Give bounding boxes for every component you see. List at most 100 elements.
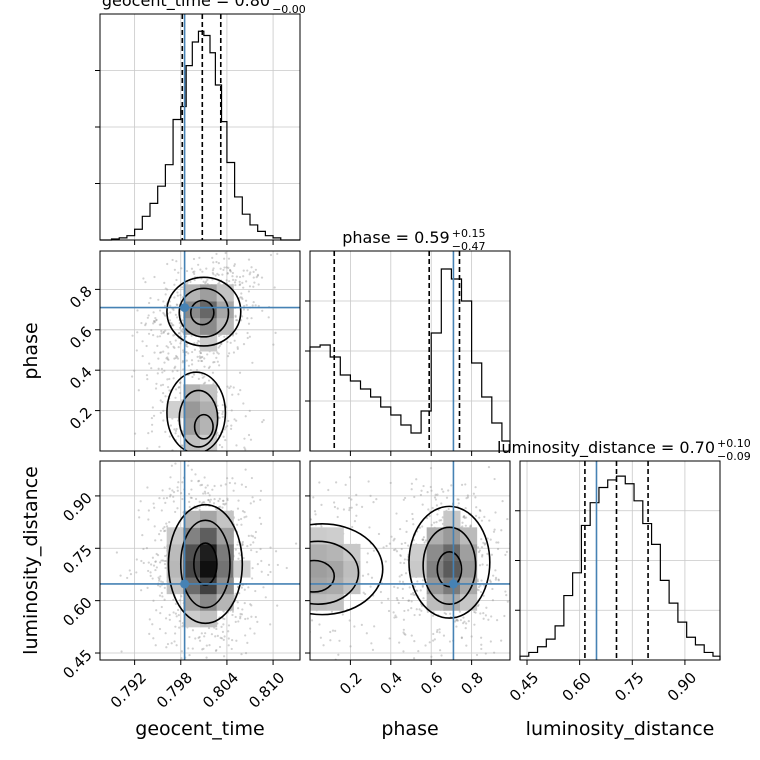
axis-label-x-luminosity_distance: luminosity_distance <box>526 718 715 740</box>
pair-geocent_time-luminosity_distance-scatter-point <box>269 570 272 574</box>
pair-geocent_time-phase-scatter-point <box>225 279 228 282</box>
pair-phase-luminosity_distance-scatter-point <box>434 498 438 501</box>
pair-geocent_time-phase-scatter-point <box>160 332 163 335</box>
pair-phase-luminosity_distance-scatter-point <box>494 569 497 572</box>
pair-phase-luminosity_distance-scatter-point <box>494 578 497 581</box>
pair-phase-luminosity_distance-scatter-point <box>484 542 487 545</box>
pair-geocent_time-luminosity_distance-scatter-point <box>168 521 171 524</box>
pair-geocent_time-phase-scatter-point <box>241 315 244 318</box>
pair-phase-luminosity_distance-density-cell <box>426 527 444 545</box>
pair-geocent_time-luminosity_distance-scatter-point <box>181 481 184 484</box>
pair-phase-luminosity_distance-scatter-point <box>302 604 304 606</box>
pair-phase-luminosity_distance-scatter-point <box>398 580 401 583</box>
pair-geocent_time-phase-scatter-point <box>242 454 244 456</box>
pair-phase-luminosity_distance-scatter-point <box>390 535 393 538</box>
pair-geocent_time-phase-scatter-point <box>153 320 156 323</box>
pair-phase-luminosity_distance-scatter-point <box>279 565 281 567</box>
pair-phase-luminosity_distance-scatter-point <box>380 601 383 604</box>
pair-phase-luminosity_distance-scatter-point <box>347 496 351 500</box>
pair-geocent_time-phase-scatter-point <box>185 269 189 273</box>
pair-phase-luminosity_distance-scatter-point <box>294 643 296 645</box>
pair-phase-luminosity_distance-scatter-point <box>497 541 500 544</box>
pair-phase-luminosity_distance-scatter-point <box>400 542 403 545</box>
pair-geocent_time-phase-scatter-point <box>237 243 239 245</box>
pair-geocent_time-luminosity_distance-scatter-point <box>158 532 161 536</box>
pair-geocent_time-phase-scatter-point <box>206 353 209 356</box>
pair-geocent_time-luminosity_distance-scatter-point <box>190 468 193 471</box>
pair-phase-luminosity_distance-scatter-point <box>401 587 404 590</box>
pair-phase-luminosity_distance-scatter-point <box>510 564 512 566</box>
pair-phase-luminosity_distance-scatter-point <box>284 515 286 517</box>
pair-phase-luminosity_distance-density-cell <box>310 560 328 578</box>
pair-geocent_time-phase-scatter-point <box>257 283 260 286</box>
pair-geocent_time-luminosity_distance-scatter-point <box>139 500 142 503</box>
pair-geocent_time-luminosity_distance-scatter-point <box>205 656 208 659</box>
pair-phase-luminosity_distance-scatter-point <box>462 662 464 664</box>
pair-geocent_time-luminosity_distance-scatter-point <box>250 549 253 552</box>
pair-phase-luminosity_distance-scatter-point <box>491 587 494 591</box>
pair-phase-luminosity_distance-scatter-point <box>348 506 351 510</box>
pair-geocent_time-luminosity_distance-scatter-point <box>267 563 271 566</box>
pair-geocent_time-phase-scatter-point <box>233 484 235 486</box>
tick-label-phase-y-3: 0.8 <box>66 282 96 312</box>
pair-phase-luminosity_distance-scatter-point <box>388 637 391 640</box>
pair-geocent_time-phase-contour-5 <box>166 371 227 451</box>
pair-phase-luminosity_distance-scatter-point <box>306 569 308 571</box>
pair-phase-luminosity_distance-scatter-point <box>294 566 296 568</box>
pair-geocent_time-phase-scatter-point <box>147 332 151 335</box>
pair-geocent_time-luminosity_distance-scatter-point <box>234 615 237 619</box>
pair-geocent_time-luminosity_distance-scatter-point <box>159 667 161 669</box>
pair-geocent_time-phase-scatter-point <box>222 268 225 272</box>
pair-phase-luminosity_distance-scatter-point <box>483 543 486 546</box>
pair-phase-luminosity_distance-scatter-point <box>408 586 411 589</box>
pair-phase-luminosity_distance-scatter-point <box>463 516 466 520</box>
pair-phase-luminosity_distance-density-cell <box>326 593 344 611</box>
pair-phase-luminosity_distance-density-cell <box>310 543 328 561</box>
pair-phase-luminosity_distance-scatter-point <box>479 509 482 513</box>
pair-geocent_time-luminosity_distance-scatter-point <box>240 653 243 656</box>
pair-phase-luminosity_distance-scatter-point <box>484 652 487 655</box>
pair-geocent_time-luminosity_distance-scatter-point <box>235 440 237 442</box>
pair-geocent_time-phase-scatter-point <box>162 311 165 315</box>
pair-geocent_time-luminosity_distance-scatter-point <box>244 617 247 621</box>
pair-geocent_time-luminosity_distance-scatter-point <box>243 510 246 514</box>
pair-geocent_time-luminosity_distance-scatter-point <box>198 666 200 668</box>
pair-geocent_time-phase-scatter-point <box>171 258 174 262</box>
pair-geocent_time-luminosity_distance-scatter-point <box>165 525 169 528</box>
pair-phase-luminosity_distance-scatter-point <box>301 521 303 523</box>
pair-geocent_time-luminosity_distance-scatter-point <box>159 611 162 615</box>
pair-geocent_time-phase-scatter-point <box>215 476 217 478</box>
pair-phase-luminosity_distance-scatter-point <box>425 516 429 520</box>
pair-phase-luminosity_distance-scatter-point <box>442 634 446 637</box>
pair-phase-luminosity_distance-scatter-point <box>370 642 373 645</box>
pair-phase-luminosity_distance-scatter-point <box>385 544 388 548</box>
pair-phase-luminosity_distance-scatter-point <box>490 553 494 556</box>
pair-geocent_time-phase-scatter-point <box>179 342 182 345</box>
pair-geocent_time-luminosity_distance-contour-0 <box>193 542 218 586</box>
pair-geocent_time-phase-scatter-point <box>212 267 215 270</box>
pair-phase-luminosity_distance-scatter-point <box>305 500 307 502</box>
pair-geocent_time-luminosity_distance-scatter-point <box>205 662 207 664</box>
pair-phase-luminosity_distance-scatter-point <box>490 615 493 618</box>
pair-geocent_time-luminosity_distance-scatter-point <box>163 598 166 601</box>
pair-geocent_time-luminosity_distance-scatter-point <box>204 632 207 635</box>
pair-phase-luminosity_distance-scatter-point <box>392 539 395 542</box>
pair-phase-luminosity_distance-scatter-point <box>330 610 334 613</box>
pair-geocent_time-luminosity_distance-density-cell <box>183 527 201 545</box>
pair-phase-luminosity_distance-scatter-point <box>286 609 288 611</box>
pair-phase-luminosity_distance-scatter-point <box>310 619 314 622</box>
pair-phase-luminosity_distance-scatter-point <box>477 603 480 606</box>
pair-geocent_time-phase-scatter-point <box>175 303 178 306</box>
pair-phase-luminosity_distance-density-cell <box>343 543 361 561</box>
pair-phase-luminosity_distance-scatter-point <box>422 536 426 539</box>
pair-phase-luminosity_distance-scatter-point <box>297 631 299 633</box>
pair-geocent_time-phase-scatter-point <box>178 332 181 335</box>
pair-geocent_time-luminosity_distance-scatter-point <box>175 644 178 647</box>
pair-phase-luminosity_distance-scatter-point <box>500 639 503 642</box>
pair-geocent_time-luminosity_distance-density-cell <box>200 577 218 595</box>
pair-phase-luminosity_distance-scatter-point <box>305 639 307 641</box>
pair-phase-luminosity_distance-scatter-point <box>463 515 466 518</box>
pair-phase-luminosity_distance-scatter-point <box>286 605 288 607</box>
pair-geocent_time-phase-scatter-point <box>172 377 175 380</box>
pair-geocent_time-phase-scatter-point <box>173 268 176 271</box>
